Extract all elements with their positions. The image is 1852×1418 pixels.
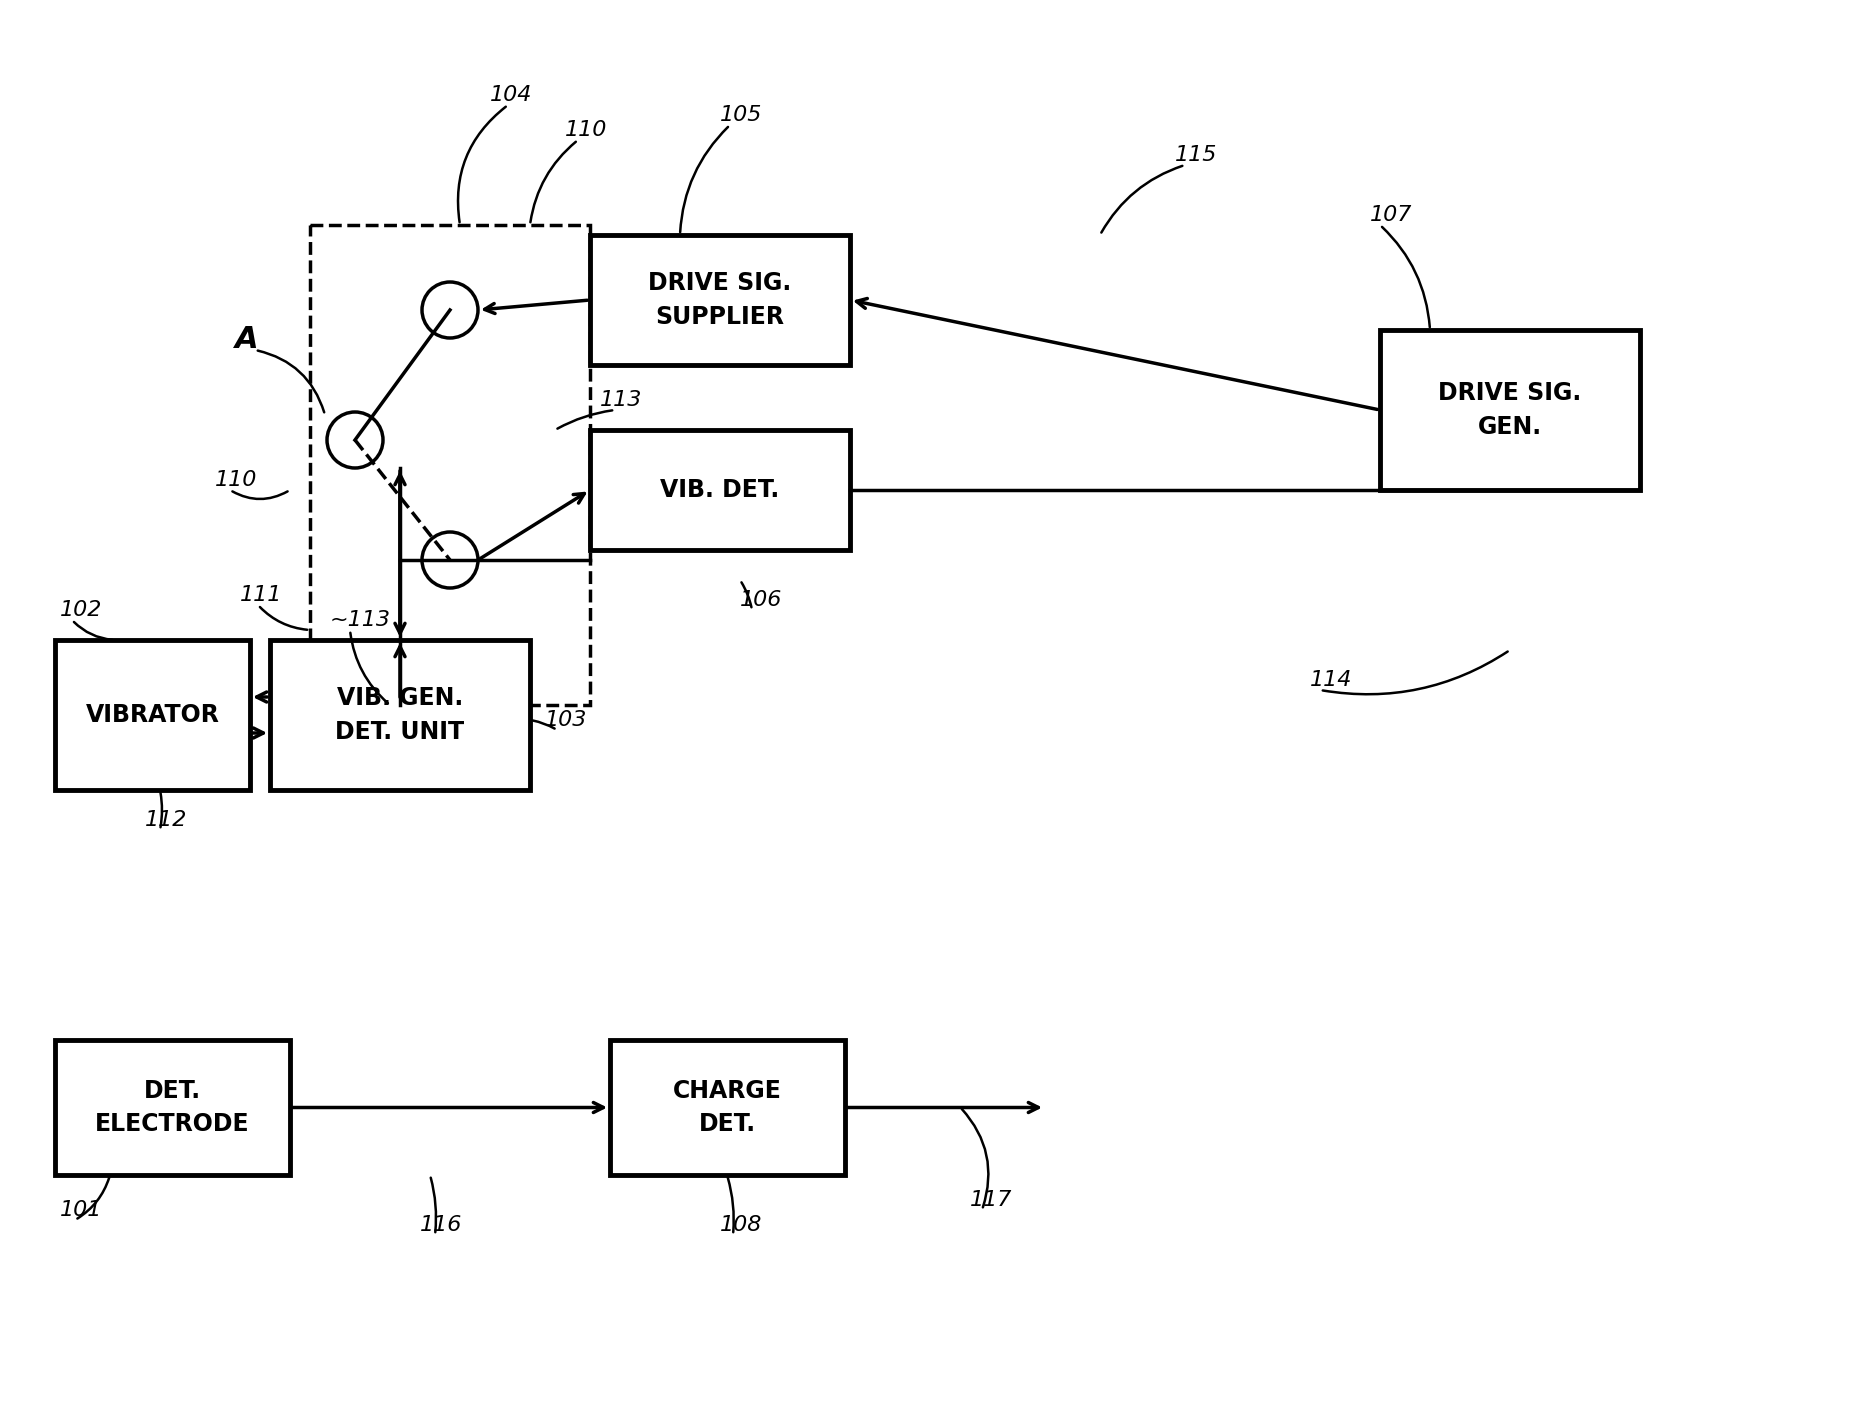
Text: 103: 103 — [544, 710, 587, 730]
Bar — [270, 640, 530, 790]
Text: 101: 101 — [59, 1200, 102, 1219]
Bar — [591, 430, 850, 550]
Text: 113: 113 — [600, 390, 643, 410]
Text: 104: 104 — [491, 85, 532, 105]
Text: DRIVE SIG.
SUPPLIER: DRIVE SIG. SUPPLIER — [648, 271, 791, 329]
Text: DRIVE SIG.
GEN.: DRIVE SIG. GEN. — [1439, 381, 1582, 438]
Text: 114: 114 — [1309, 669, 1352, 691]
Bar — [591, 235, 850, 364]
Text: ~113: ~113 — [330, 610, 391, 630]
Bar — [56, 1039, 291, 1176]
Text: 105: 105 — [720, 105, 763, 125]
Text: 115: 115 — [1174, 145, 1217, 164]
Bar — [309, 225, 591, 705]
Text: 116: 116 — [420, 1215, 463, 1235]
Text: A: A — [235, 326, 259, 354]
Bar — [1380, 330, 1641, 491]
Text: DET.
ELECTRODE: DET. ELECTRODE — [94, 1079, 250, 1136]
Text: VIB. GEN.
DET. UNIT: VIB. GEN. DET. UNIT — [335, 686, 465, 744]
Text: 110: 110 — [565, 121, 607, 140]
Text: 108: 108 — [720, 1215, 763, 1235]
Text: 112: 112 — [144, 810, 187, 830]
Text: 107: 107 — [1370, 206, 1413, 225]
Text: 111: 111 — [241, 586, 282, 605]
Text: 117: 117 — [970, 1190, 1013, 1210]
Text: VIBRATOR: VIBRATOR — [85, 703, 219, 727]
Text: 110: 110 — [215, 469, 257, 491]
Bar — [609, 1039, 845, 1176]
Bar — [56, 640, 250, 790]
Text: VIB. DET.: VIB. DET. — [661, 478, 780, 502]
Text: CHARGE
DET.: CHARGE DET. — [672, 1079, 782, 1136]
Text: 102: 102 — [59, 600, 102, 620]
Text: 106: 106 — [741, 590, 782, 610]
